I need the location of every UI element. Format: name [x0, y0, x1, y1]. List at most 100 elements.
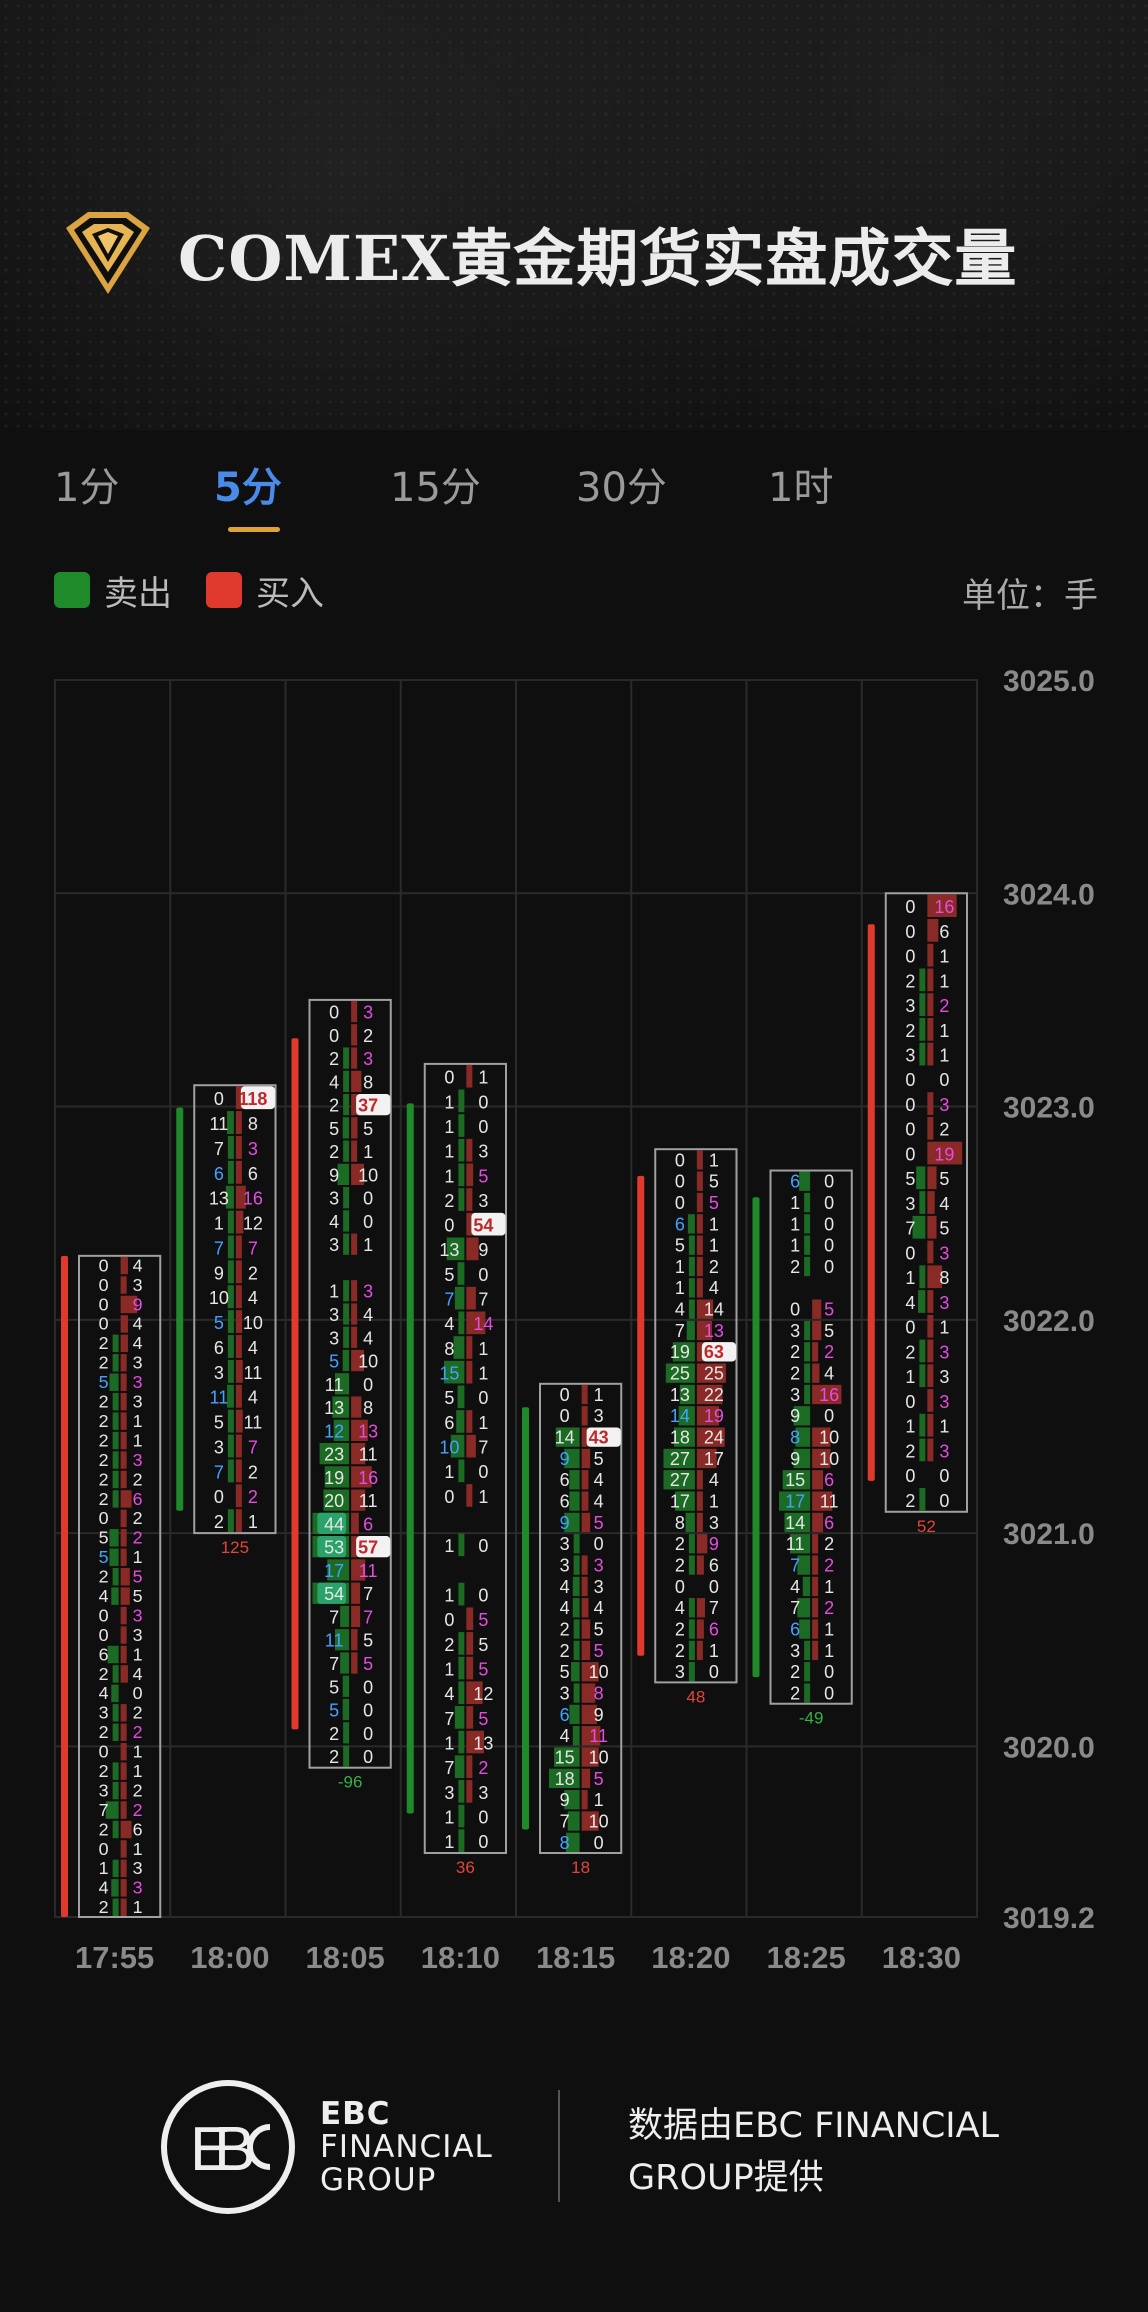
buy-value: 1: [594, 1385, 604, 1405]
sell-value: 0: [444, 1216, 454, 1236]
tab-5min[interactable]: 5分: [214, 465, 282, 511]
buy-value: 5: [709, 1193, 719, 1213]
sell-value: 3: [329, 1189, 339, 1209]
buy-value: 11: [820, 1492, 839, 1512]
buy-value: 0: [478, 1265, 488, 1285]
sell-value: 25: [670, 1364, 690, 1384]
sell-value: 0: [444, 1068, 454, 1088]
sell-volume-bar: [672, 1342, 695, 1362]
sell-volume-bar: [919, 1413, 926, 1437]
sell-volume-bar: [343, 1280, 350, 1302]
sell-value: 7: [214, 1139, 224, 1159]
sell-value: 1: [675, 1278, 685, 1298]
sell-value: 11: [210, 1114, 229, 1134]
buy-volume-bar: [351, 1605, 361, 1628]
sell-volume-bar: [797, 1555, 811, 1575]
tab-1hour[interactable]: 1时: [768, 465, 834, 511]
sell-value: 1: [905, 1367, 915, 1387]
buy-volume-bar: [812, 1640, 819, 1661]
sell-value: 19: [670, 1342, 690, 1362]
buy-value: 6: [133, 1489, 143, 1509]
sell-highlight: [317, 1512, 347, 1535]
buy-value: 1: [363, 1142, 373, 1162]
sell-value: 13: [324, 1398, 344, 1418]
sell-volume-bar: [343, 1722, 350, 1744]
buy-value: 0: [939, 1491, 949, 1511]
buy-value: 11: [359, 1561, 378, 1581]
buy-volume-bar: [120, 1606, 127, 1625]
buy-volume-bar: [120, 1567, 130, 1586]
sell-volume-bar: [342, 1349, 350, 1372]
candle-body: [522, 1407, 529, 1830]
buy-value: 10: [589, 1747, 609, 1767]
tab-15min[interactable]: 15分: [390, 465, 481, 511]
tab-30min[interactable]: 30分: [576, 465, 667, 511]
buy-value: 3: [594, 1406, 604, 1426]
sell-value: 6: [675, 1214, 685, 1234]
buy-volume-bar: [812, 1363, 820, 1383]
sell-volume-bar: [782, 1470, 811, 1490]
buy-value: 6: [709, 1619, 719, 1639]
buy-volume-bar: [466, 1188, 473, 1211]
y-tick-label: 3020.0: [1003, 1731, 1095, 1764]
buy-value: 6: [824, 1513, 834, 1533]
sell-value: 7: [214, 1238, 224, 1258]
sell-value: 2: [99, 1819, 109, 1839]
sell-volume-bar: [919, 968, 926, 992]
sell-value: 1: [444, 1807, 454, 1827]
buy-volume-bar: [927, 968, 934, 992]
sell-volume-bar: [343, 1326, 350, 1348]
sell-value: 4: [444, 1684, 454, 1704]
sell-volume-bar: [688, 1299, 695, 1319]
sell-volume-bar: [573, 1640, 580, 1661]
buy-value: 4: [709, 1278, 719, 1298]
buy-volume-bar: [812, 1534, 819, 1554]
buy-volume-bar: [466, 1607, 474, 1631]
sell-value: 13: [439, 1240, 459, 1260]
buy-volume-bar: [696, 1598, 706, 1618]
footprint-box: [884, 892, 968, 1513]
buy-value: 2: [248, 1487, 258, 1507]
footprint-box: [193, 1084, 277, 1535]
sell-volume-bar: [343, 1070, 350, 1092]
sell-volume-bar: [227, 1260, 234, 1284]
buy-value: 9: [594, 1705, 604, 1725]
sell-value: 2: [99, 1333, 109, 1353]
sell-volume-bar: [802, 1576, 811, 1597]
buy-value: 2: [478, 1758, 488, 1778]
buy-volume-bar: [696, 1491, 703, 1511]
sell-volume-bar: [112, 1859, 119, 1878]
sell-value: 3: [560, 1534, 570, 1554]
buy-value: 3: [939, 1367, 949, 1387]
buy-volume-bar: [235, 1434, 242, 1458]
sell-volume-bar: [804, 1384, 811, 1405]
sell-volume-bar: [458, 1089, 465, 1113]
sell-volume-bar: [227, 1135, 234, 1159]
sell-value: 2: [675, 1534, 685, 1554]
buy-value: 1: [133, 1411, 143, 1431]
sell-value: 2: [675, 1619, 685, 1639]
buy-volume-bar: [120, 1665, 128, 1683]
buy-value: 1: [133, 1897, 143, 1917]
delta-label: 48: [686, 1687, 705, 1706]
buy-volume-bar: [696, 1299, 714, 1319]
buy-volume-bar: [466, 1237, 479, 1261]
buy-value: 7: [478, 1290, 488, 1310]
sell-value: 1: [444, 1166, 454, 1186]
sell-volume-bar: [573, 1619, 580, 1639]
buy-value: 0: [594, 1534, 604, 1554]
sell-volume-bar: [688, 1534, 695, 1554]
buy-volume-bar: [927, 1092, 934, 1115]
buy-volume-bar: [927, 943, 934, 967]
buy-volume-bar: [235, 1111, 242, 1134]
tab-1min[interactable]: 1分: [54, 465, 120, 511]
buy-volume-bar: [466, 1410, 473, 1433]
buy-value: 1: [594, 1790, 604, 1810]
sell-volume-bar: [444, 1360, 465, 1384]
sell-value: 2: [99, 1411, 109, 1431]
buy-volume-bar: [581, 1491, 589, 1511]
sell-value: 0: [675, 1150, 685, 1170]
buy-value: 4: [363, 1328, 373, 1348]
buy-volume-bar: [235, 1310, 243, 1334]
buy-value: 1: [939, 1417, 949, 1437]
